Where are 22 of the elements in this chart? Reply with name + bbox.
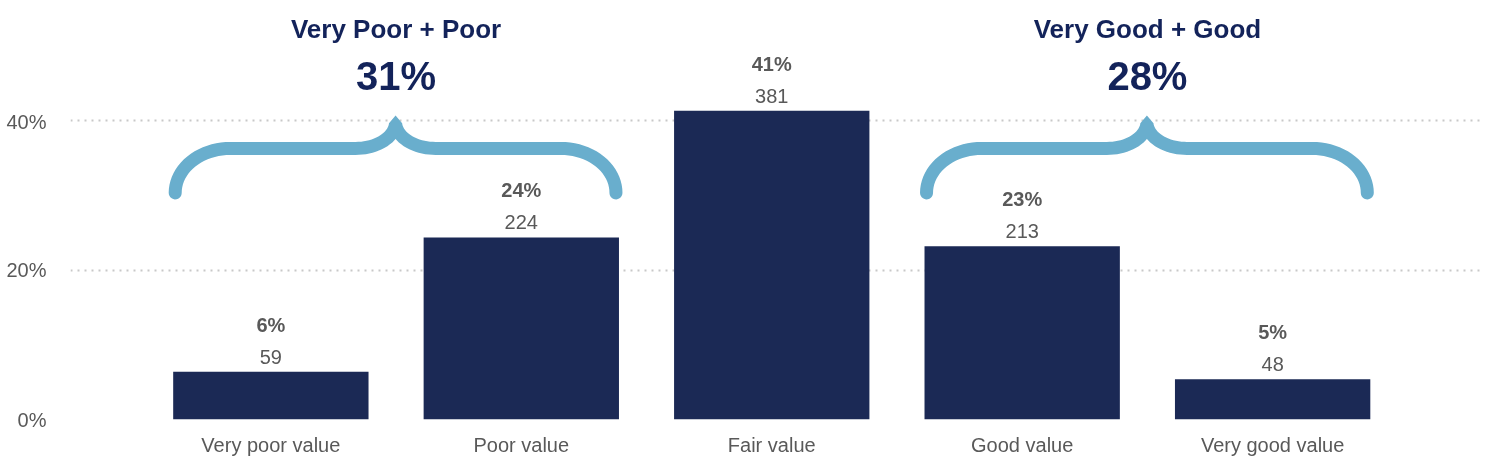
data-label: 41% 381: [751, 52, 792, 107]
text: 31%: [356, 53, 437, 98]
text: Very Poor + Poor: [290, 13, 502, 44]
y-tick-label: 40%: [6, 110, 47, 133]
data-label: 5% 48: [1258, 321, 1288, 376]
x-tick-label: Very good value: [1200, 433, 1345, 456]
text: 28%: [1107, 53, 1188, 98]
y-tick-label: 0%: [17, 408, 47, 431]
data-label: 23% 213: [1002, 188, 1043, 243]
y-tick-label: 20%: [6, 259, 47, 282]
bar: [1174, 379, 1371, 420]
bar: [674, 110, 870, 420]
x-tick-label: Good value: [971, 433, 1074, 456]
data-label: 24% 224: [501, 179, 542, 234]
x-tick-label: Poor value: [473, 433, 570, 456]
text: Very Good + Good: [1033, 13, 1262, 44]
bar: [423, 237, 619, 420]
bar: [924, 246, 1120, 420]
bar: [173, 371, 369, 420]
data-label: 6% 59: [256, 313, 286, 368]
x-tick-label: Fair value: [727, 433, 816, 456]
x-tick-label: Very poor value: [201, 433, 341, 456]
